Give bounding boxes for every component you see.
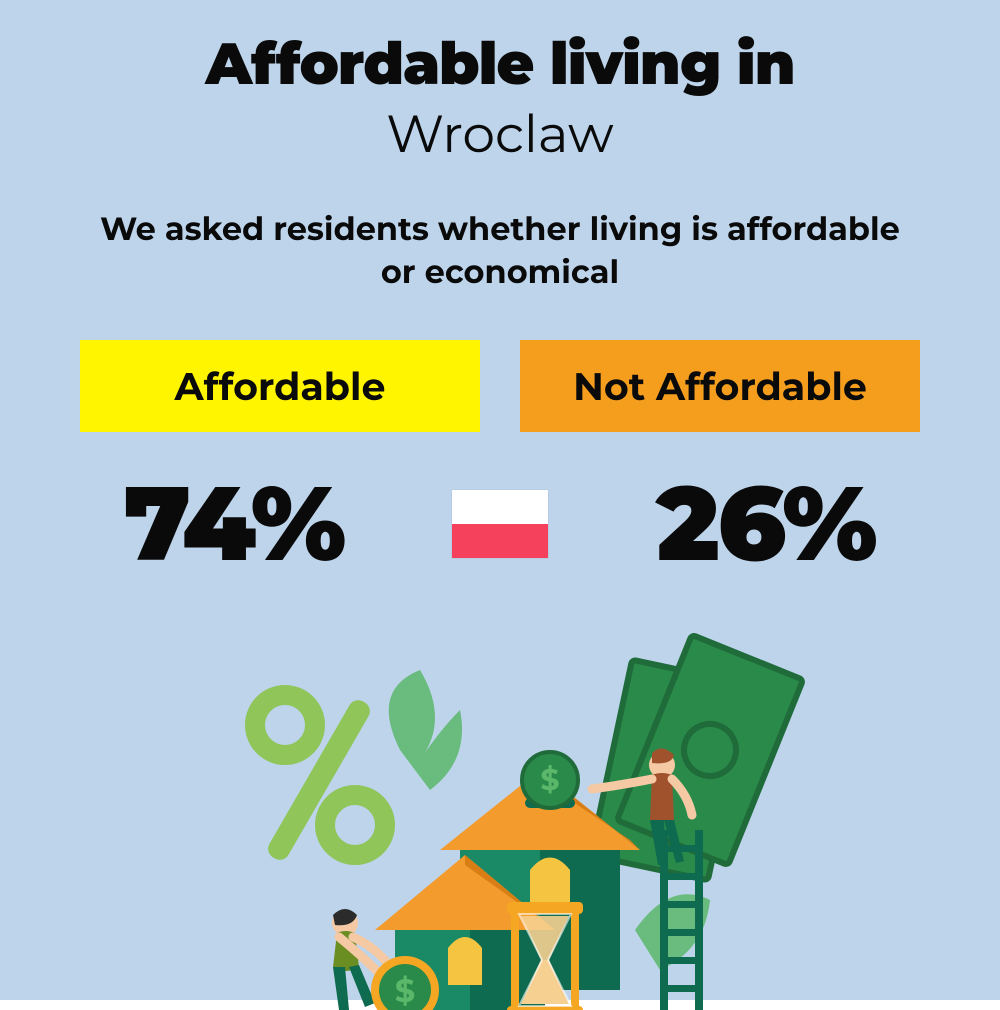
- svg-text:$: $: [395, 972, 415, 1010]
- title-block: Affordable living in Wroclaw: [0, 0, 1000, 166]
- option-cards: Affordable Not Affordable: [0, 340, 1000, 432]
- subtitle: We asked residents whether living is aff…: [0, 208, 1000, 294]
- not-affordable-percent: 26%: [586, 460, 946, 587]
- infographic-canvas: Affordable living in Wroclaw We asked re…: [0, 0, 1000, 1000]
- affordable-label: Affordable: [175, 363, 386, 410]
- affordable-percent: 74%: [54, 460, 414, 587]
- percent-row: 74% 26%: [0, 460, 1000, 587]
- svg-text:$: $: [540, 761, 559, 798]
- flag-top-stripe: [452, 490, 548, 524]
- poland-flag-icon: [452, 490, 548, 558]
- not-affordable-label: Not Affordable: [573, 363, 867, 410]
- flag-bottom-stripe: [452, 524, 548, 558]
- house-money-illustration: $$: [0, 630, 1000, 1010]
- not-affordable-card: Not Affordable: [520, 340, 920, 432]
- affordable-card: Affordable: [80, 340, 480, 432]
- title-line2: Wroclaw: [0, 103, 1000, 166]
- title-line1: Affordable living in: [0, 28, 1000, 99]
